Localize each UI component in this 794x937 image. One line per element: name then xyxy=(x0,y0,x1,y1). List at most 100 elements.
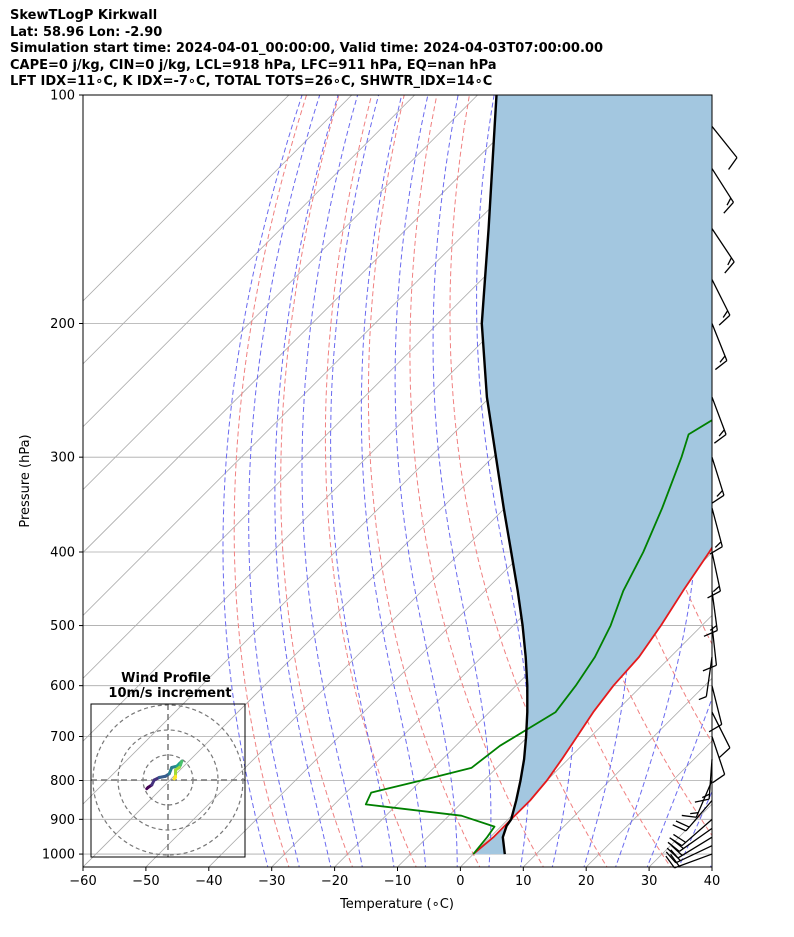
wind-barb-shaft xyxy=(711,279,731,316)
wind-barb-flag xyxy=(665,855,675,869)
wind-barb-flag xyxy=(701,793,710,799)
moist-adiabat xyxy=(709,862,712,867)
wind-barb xyxy=(711,228,735,274)
wind-barb xyxy=(711,168,735,214)
wind-barb-flag xyxy=(716,490,723,497)
isotherm-line xyxy=(523,677,712,867)
x-tick-label: −40 xyxy=(195,874,222,889)
wind-barb-flag xyxy=(690,812,699,815)
indices-line: LFT IDX=11∘C, K IDX=-7∘C, TOTAL TOTS=26∘… xyxy=(10,74,493,89)
moist-adiabat xyxy=(678,790,712,867)
wind-barb-shaft xyxy=(685,800,713,832)
x-tick-label: −10 xyxy=(384,874,411,889)
time-line: Simulation start time: 2024-04-01_00:00:… xyxy=(10,41,603,56)
isotherm-line xyxy=(83,95,290,302)
dry-adiabat xyxy=(233,95,307,867)
wind-barb-shaft xyxy=(711,323,728,361)
wind-barbs xyxy=(665,126,738,869)
wind-barb-flag xyxy=(708,723,723,733)
cape-area xyxy=(473,95,712,855)
isotherm-line xyxy=(83,95,353,365)
y-axis-label: Pressure (hPa) xyxy=(18,434,33,527)
wind-barb-flag xyxy=(667,841,680,852)
isotherm-line xyxy=(83,95,541,554)
wind-barb xyxy=(672,800,713,832)
wind-barb-flag xyxy=(681,814,697,818)
location-line: Lat: 58.96 Lon: -2.90 xyxy=(10,24,163,40)
moist-adiabat xyxy=(301,95,363,867)
chart-header: SkewTLogP Kirkwall Lat: 58.96 Lon: -2.90… xyxy=(10,8,603,91)
wind-barb xyxy=(711,396,727,444)
wind-barb-flag xyxy=(670,854,680,867)
wind-barb-flag xyxy=(719,355,726,363)
x-tick-label: −30 xyxy=(258,874,285,889)
wind-barb-shaft xyxy=(708,759,713,800)
wind-barb-shaft xyxy=(711,396,727,435)
y-tick-label: 800 xyxy=(50,774,75,789)
wind-barb xyxy=(681,780,713,818)
moist-adiabat xyxy=(394,95,458,867)
wind-barb-flag xyxy=(665,851,677,864)
wind-barb-flag xyxy=(714,541,722,548)
y-tick-label: 1000 xyxy=(42,848,75,863)
cin-fill-area xyxy=(473,95,712,855)
wind-barb-flag xyxy=(675,820,690,828)
wind-barb-shaft xyxy=(711,228,735,263)
x-tick-label: −60 xyxy=(69,874,96,889)
isotherm-line xyxy=(711,866,712,867)
wind-barb-flag xyxy=(709,625,718,631)
wind-barb xyxy=(669,818,713,847)
dry-adiabat xyxy=(367,95,481,867)
isotherm-line xyxy=(83,95,478,491)
dry-adiabat xyxy=(449,95,608,867)
dry-adiabat xyxy=(730,95,794,870)
hodograph-inset: Wind Profile 10m/s increment xyxy=(90,671,246,858)
isotherm-line xyxy=(83,95,604,616)
wind-barb xyxy=(711,279,731,326)
isotherm-line xyxy=(460,614,712,867)
wind-barb-shaft xyxy=(711,168,735,203)
moist-adiabat xyxy=(476,95,531,867)
wind-barb xyxy=(709,507,723,555)
x-tick-label: 10 xyxy=(515,874,532,889)
wind-barb xyxy=(667,827,713,852)
wind-barb-flag xyxy=(694,798,710,803)
moist-adiabat xyxy=(330,95,395,867)
wind-barb-shaft xyxy=(681,818,713,847)
wind-barb-shaft xyxy=(678,827,713,852)
wind-barb-flag xyxy=(703,629,718,637)
isotherm-line xyxy=(83,95,415,428)
wind-barb-flag xyxy=(712,773,726,784)
dry-adiabat xyxy=(324,95,417,867)
wind-barb xyxy=(698,656,713,701)
wind-barb-shaft xyxy=(711,711,731,749)
wind-barb-shaft xyxy=(711,685,723,725)
moist-adiabat xyxy=(360,95,427,867)
wind-barb-shaft xyxy=(674,853,713,869)
wind-barb-shaft xyxy=(711,590,718,631)
profile-lines xyxy=(364,95,712,855)
y-tick-label: 700 xyxy=(50,730,75,745)
wind-barb-flag xyxy=(712,585,720,593)
y-tick-label: 900 xyxy=(50,813,75,828)
hodograph-segment xyxy=(172,776,177,781)
wind-barb-shaft xyxy=(711,126,738,159)
wind-barb xyxy=(711,126,738,170)
wind-barb xyxy=(711,711,731,759)
x-tick-label: −50 xyxy=(132,874,159,889)
hodograph-subtitle: 10m/s increment xyxy=(108,686,231,701)
wind-barb xyxy=(707,551,722,599)
isotherm-line xyxy=(83,237,712,867)
wind-barb-shaft xyxy=(711,507,723,547)
wind-barb-flag xyxy=(707,590,721,599)
x-tick-label: 40 xyxy=(704,874,721,889)
wind-barb-flag xyxy=(672,824,687,832)
wind-barb-flag xyxy=(673,833,687,843)
y-tick-label: 200 xyxy=(50,317,75,332)
wind-barb-flag xyxy=(728,157,738,170)
hodograph-title: Wind Profile xyxy=(121,671,211,686)
x-tick-label: 20 xyxy=(578,874,595,889)
parcel-line xyxy=(480,95,529,855)
wind-barb-shaft xyxy=(677,836,713,859)
moist-adiabat xyxy=(274,95,339,867)
